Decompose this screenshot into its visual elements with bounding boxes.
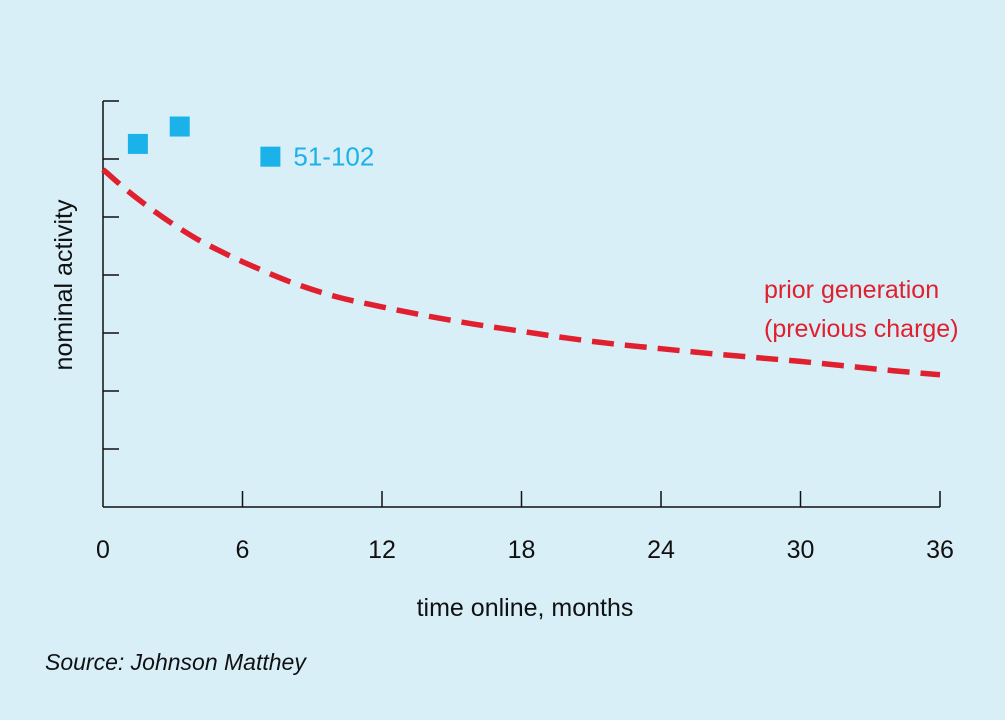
series-51-102-label: 51-102	[293, 142, 374, 172]
series-layer: prior generation (previous charge) 51-102	[101, 116, 959, 378]
series-51-102-point	[169, 116, 190, 137]
x-tick-label: 6	[236, 536, 250, 564]
x-tick-label: 12	[368, 536, 396, 564]
y-axis-label: nominal activity	[50, 199, 78, 370]
x-tick-label: 18	[508, 536, 536, 564]
x-tick-label: 24	[647, 536, 675, 564]
series-51-102-point	[127, 133, 148, 154]
source-note: Source: Johnson Matthey	[45, 649, 307, 675]
axes: 0 6 12 18 24 30 36	[96, 100, 954, 564]
series-51-102-point	[260, 146, 281, 167]
prior-generation-series-label: prior generation (previous charge)	[764, 276, 959, 343]
x-tick-label: 0	[96, 536, 110, 564]
prior-generation-series-line	[101, 167, 941, 378]
x-tick-label: 30	[787, 536, 815, 564]
x-axis-label: time online, months	[417, 594, 634, 622]
x-tick-label: 36	[926, 536, 954, 564]
